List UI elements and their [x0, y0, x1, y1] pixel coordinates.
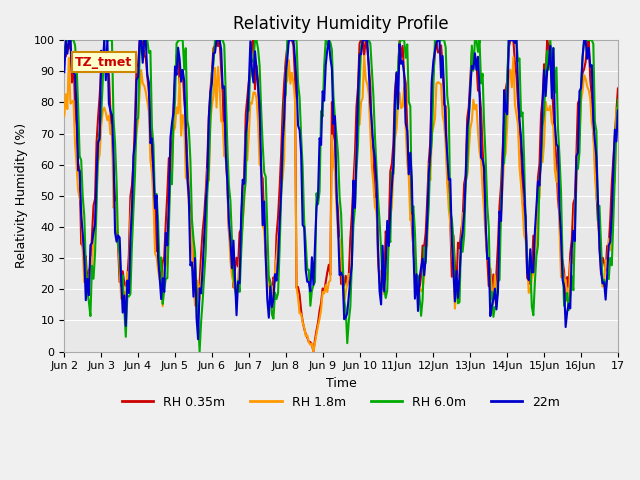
Text: TZ_tmet: TZ_tmet: [76, 56, 132, 69]
Y-axis label: Relativity Humidity (%): Relativity Humidity (%): [15, 123, 28, 268]
Legend: RH 0.35m, RH 1.8m, RH 6.0m, 22m: RH 0.35m, RH 1.8m, RH 6.0m, 22m: [117, 391, 565, 414]
X-axis label: Time: Time: [326, 377, 356, 390]
Title: Relativity Humidity Profile: Relativity Humidity Profile: [234, 15, 449, 33]
